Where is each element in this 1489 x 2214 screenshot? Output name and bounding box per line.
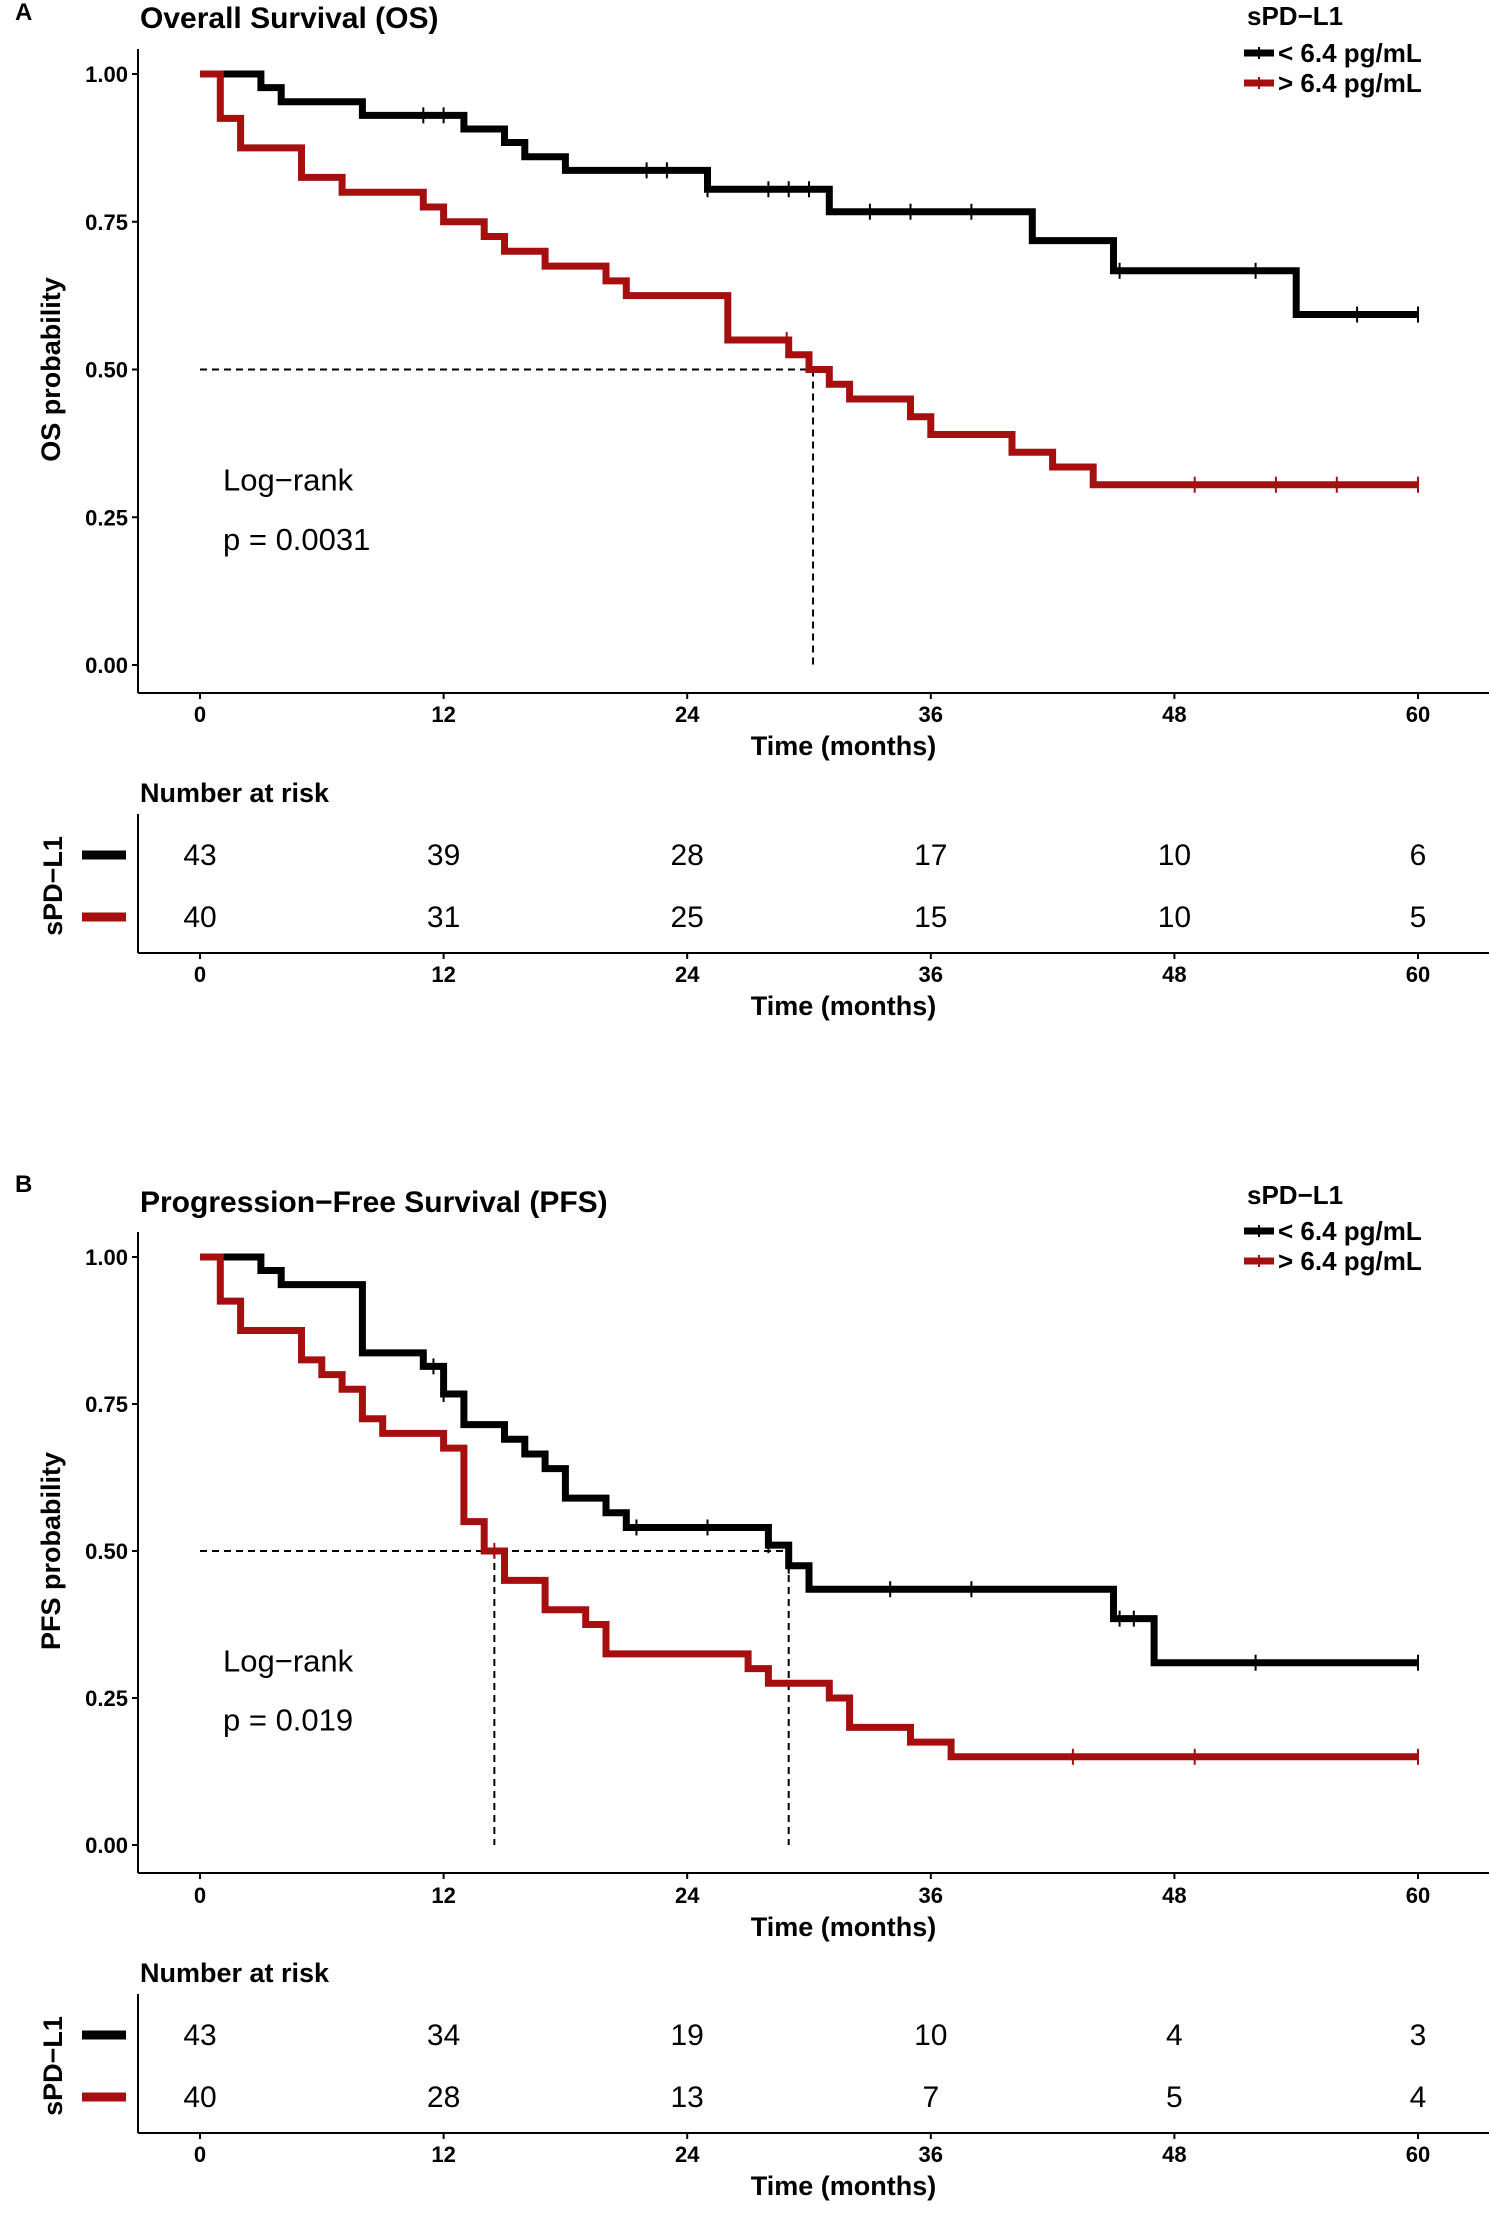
x-tick-label: 36 bbox=[919, 702, 943, 727]
risk-count: 28 bbox=[671, 839, 704, 872]
risk-x-tick-label: 0 bbox=[194, 962, 206, 987]
risk-strata-label: sPD−L1 bbox=[38, 2016, 68, 2116]
risk-count: 4 bbox=[1166, 2019, 1183, 2052]
risk-x-tick-label: 24 bbox=[675, 2142, 700, 2167]
risk-count: 28 bbox=[427, 2081, 460, 2114]
risk-count: 4 bbox=[1410, 2081, 1427, 2114]
x-tick-label: 48 bbox=[1162, 1883, 1186, 1908]
legend-title: sPD−L1 bbox=[1247, 1, 1343, 31]
survival-curve-high bbox=[200, 70, 1418, 489]
legend-label: < 6.4 pg/mL bbox=[1278, 1216, 1422, 1246]
risk-x-tick-label: 60 bbox=[1406, 962, 1430, 987]
risk-count: 10 bbox=[914, 2019, 947, 2052]
panel-a: A Overall Survival (OS) sPD−L1 < 6.4 pg/mL>… bbox=[15, 0, 1489, 1021]
legend-item: > 6.4 pg/mL bbox=[1244, 1246, 1422, 1276]
y-tick-label: 0.25 bbox=[85, 505, 128, 530]
legend-title: sPD−L1 bbox=[1247, 1180, 1343, 1210]
p-value: p = 0.019 bbox=[223, 1702, 353, 1737]
risk-x-tick-label: 48 bbox=[1162, 2142, 1186, 2167]
risk-strata-label: sPD−L1 bbox=[38, 836, 68, 936]
y-axis-title: OS probability bbox=[36, 277, 66, 462]
risk-x-axis-title: Time (months) bbox=[751, 991, 937, 1021]
y-tick-label: 0.75 bbox=[85, 210, 128, 235]
risk-count: 15 bbox=[914, 901, 947, 934]
risk-count: 5 bbox=[1166, 2081, 1183, 2114]
risk-x-tick-label: 36 bbox=[919, 2142, 943, 2167]
risk-count: 19 bbox=[671, 2019, 704, 2052]
risk-count: 25 bbox=[671, 901, 704, 934]
x-axis-title: Time (months) bbox=[751, 731, 937, 761]
risk-count: 31 bbox=[427, 901, 460, 934]
x-tick-label: 0 bbox=[194, 702, 206, 727]
panel-b: B Progression−Free Survival (PFS) sPD−L1 < … bbox=[15, 1171, 1489, 2201]
x-tick-label: 48 bbox=[1162, 702, 1186, 727]
risk-x-tick-label: 48 bbox=[1162, 962, 1186, 987]
x-tick-label: 36 bbox=[919, 1883, 943, 1908]
logrank-label: Log−rank bbox=[223, 463, 354, 498]
chart-title: Overall Survival (OS) bbox=[140, 2, 438, 35]
risk-x-tick-label: 24 bbox=[675, 962, 700, 987]
risk-x-tick-label: 12 bbox=[431, 2142, 455, 2167]
x-tick-label: 60 bbox=[1406, 702, 1430, 727]
risk-x-tick-label: 12 bbox=[431, 962, 455, 987]
survival-curve-low bbox=[200, 1253, 1418, 1667]
risk-count: 5 bbox=[1410, 901, 1427, 934]
risk-count: 7 bbox=[922, 2081, 939, 2114]
risk-x-axis-title: Time (months) bbox=[751, 2171, 937, 2201]
risk-count: 43 bbox=[183, 839, 216, 872]
risk-x-tick-label: 36 bbox=[919, 962, 943, 987]
risk-count: 40 bbox=[183, 901, 216, 934]
risk-x-tick-label: 60 bbox=[1406, 2142, 1430, 2167]
legend-item: < 6.4 pg/mL bbox=[1244, 1216, 1422, 1246]
risk-count: 40 bbox=[183, 2081, 216, 2114]
x-axis-title: Time (months) bbox=[751, 1912, 937, 1942]
x-tick-label: 24 bbox=[675, 1883, 700, 1908]
x-tick-label: 12 bbox=[431, 1883, 455, 1908]
x-tick-label: 12 bbox=[431, 702, 455, 727]
y-tick-label: 0.75 bbox=[85, 1392, 128, 1417]
p-value: p = 0.0031 bbox=[223, 522, 370, 557]
panel-label: B bbox=[15, 1171, 32, 1198]
y-axis-title: PFS probability bbox=[36, 1452, 66, 1650]
risk-count: 13 bbox=[671, 2081, 704, 2114]
risk-count: 3 bbox=[1410, 2019, 1427, 2052]
survival-curve-high bbox=[200, 1253, 1418, 1761]
legend-label: > 6.4 pg/mL bbox=[1278, 1246, 1422, 1276]
legend-label: > 6.4 pg/mL bbox=[1278, 68, 1422, 98]
logrank-label: Log−rank bbox=[223, 1644, 354, 1679]
risk-count: 10 bbox=[1158, 901, 1191, 934]
survival-curve-low bbox=[200, 70, 1418, 319]
risk-count: 34 bbox=[427, 2019, 460, 2052]
legend-item: < 6.4 pg/mL bbox=[1244, 38, 1422, 68]
legend-label: < 6.4 pg/mL bbox=[1278, 38, 1422, 68]
y-tick-label: 0.00 bbox=[85, 1833, 128, 1858]
x-tick-label: 24 bbox=[675, 702, 700, 727]
risk-table-title: Number at risk bbox=[140, 1958, 330, 1988]
risk-x-tick-label: 0 bbox=[194, 2142, 206, 2167]
legend-item: > 6.4 pg/mL bbox=[1244, 68, 1422, 98]
y-tick-label: 0.00 bbox=[85, 653, 128, 678]
risk-count: 6 bbox=[1410, 839, 1427, 872]
risk-count: 17 bbox=[914, 839, 947, 872]
risk-table-title: Number at risk bbox=[140, 778, 330, 808]
panel-label: A bbox=[15, 0, 32, 26]
chart-title: Progression−Free Survival (PFS) bbox=[140, 1186, 608, 1219]
risk-count: 10 bbox=[1158, 839, 1191, 872]
y-tick-label: 1.00 bbox=[85, 62, 128, 87]
y-tick-label: 0.25 bbox=[85, 1686, 128, 1711]
x-tick-label: 60 bbox=[1406, 1883, 1430, 1908]
risk-count: 43 bbox=[183, 2019, 216, 2052]
x-tick-label: 0 bbox=[194, 1883, 206, 1908]
y-tick-label: 0.50 bbox=[85, 358, 128, 383]
risk-count: 39 bbox=[427, 839, 460, 872]
y-tick-label: 1.00 bbox=[85, 1245, 128, 1270]
y-tick-label: 0.50 bbox=[85, 1539, 128, 1564]
